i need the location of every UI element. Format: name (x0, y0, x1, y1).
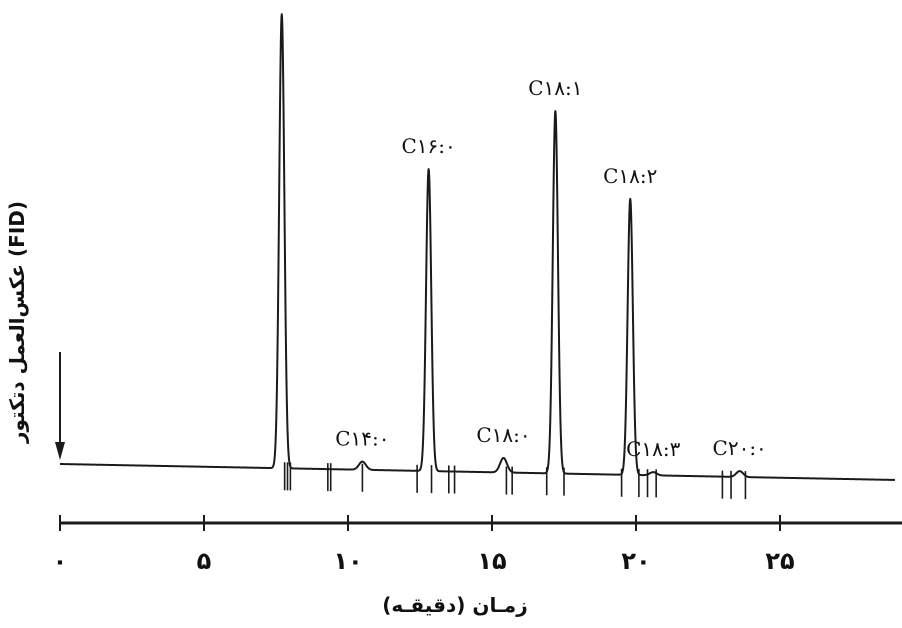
x-tick-label: ۲۵ (765, 547, 794, 575)
injection-arrow (55, 352, 65, 460)
x-tick-label: ۰ (53, 547, 68, 575)
x-tick-label: ۵ (197, 547, 212, 575)
x-tick-label: ۲۰ (621, 547, 650, 575)
y-axis-title: (FID) عکس‌العمل دتکتور (5, 201, 29, 444)
x-tick-label: ۱۵ (477, 547, 506, 575)
x-axis-ticks: ۰ ۵ ۱۰ ۱۵ ۲۰ ۲۵ (53, 515, 795, 575)
integration-marks (283, 462, 747, 500)
chromatogram-trace (59, 13, 896, 481)
peak-labels: C۱۴:۰ C۱۶:۰ C۱۸:۰ C۱۸:۱ C۱۸:۲ C۱۸:۳ C۲۰:۰ (335, 76, 767, 461)
peak-label: C۱۸:۰ (476, 423, 530, 447)
x-tick-label: ۱۰ (333, 547, 362, 575)
injection-arrow-head (55, 442, 65, 460)
peak-label: C۲۰:۰ (713, 436, 767, 460)
peak-label: C۱۸:۱ (528, 76, 582, 100)
x-axis-title: زمـان (دقیقـه) (382, 593, 527, 617)
peak-label: C۱۴:۰ (335, 427, 389, 451)
peak-label: C۱۸:۲ (603, 164, 657, 188)
peak-label: C۱۶:۰ (401, 134, 455, 158)
peak-label: C۱۸:۳ (626, 437, 681, 461)
